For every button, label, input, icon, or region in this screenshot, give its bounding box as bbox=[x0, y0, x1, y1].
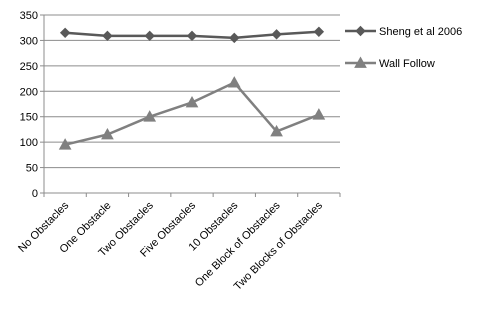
x-tick-label: One Block of Obstacles bbox=[193, 199, 283, 289]
y-tick-label: 250 bbox=[20, 61, 38, 73]
legend-marker bbox=[355, 25, 366, 37]
y-tick-label: 150 bbox=[20, 112, 38, 124]
series-1 bbox=[58, 76, 326, 150]
legend-label: Wall Follow bbox=[379, 58, 435, 70]
data-point bbox=[185, 95, 199, 108]
data-point bbox=[144, 30, 155, 42]
data-point bbox=[270, 124, 283, 137]
data-point bbox=[313, 26, 325, 37]
data-point bbox=[227, 76, 241, 88]
data-point bbox=[271, 29, 282, 40]
data-point bbox=[59, 27, 71, 39]
x-tick-label: Two Blocks of Obstacles bbox=[232, 199, 326, 293]
legend-item: Wall Follow bbox=[345, 56, 435, 70]
series-0 bbox=[59, 26, 325, 44]
data-point bbox=[102, 30, 113, 42]
y-tick-label: 350 bbox=[20, 10, 38, 22]
y-tick-label: 200 bbox=[20, 86, 38, 98]
axes bbox=[40, 14, 341, 197]
legend-item: Sheng et al 2006 bbox=[345, 25, 462, 38]
y-tick-labels: 0 50 100 150 200 250 300 350 bbox=[20, 10, 38, 200]
data-point bbox=[58, 138, 72, 150]
y-tick-label: 50 bbox=[26, 163, 38, 175]
data-point bbox=[312, 108, 326, 120]
y-tick-label: 100 bbox=[20, 137, 38, 149]
series bbox=[58, 26, 326, 150]
data-point bbox=[186, 30, 198, 42]
y-tick-label: 0 bbox=[32, 188, 38, 200]
data-point bbox=[229, 32, 240, 44]
legend-label: Sheng et al 2006 bbox=[379, 26, 462, 38]
legend-marker bbox=[354, 56, 367, 68]
data-point bbox=[101, 127, 114, 140]
legend: Sheng et al 2006 Wall Follow bbox=[345, 25, 462, 70]
y-tick-label: 300 bbox=[20, 35, 38, 47]
data-point bbox=[143, 110, 157, 122]
